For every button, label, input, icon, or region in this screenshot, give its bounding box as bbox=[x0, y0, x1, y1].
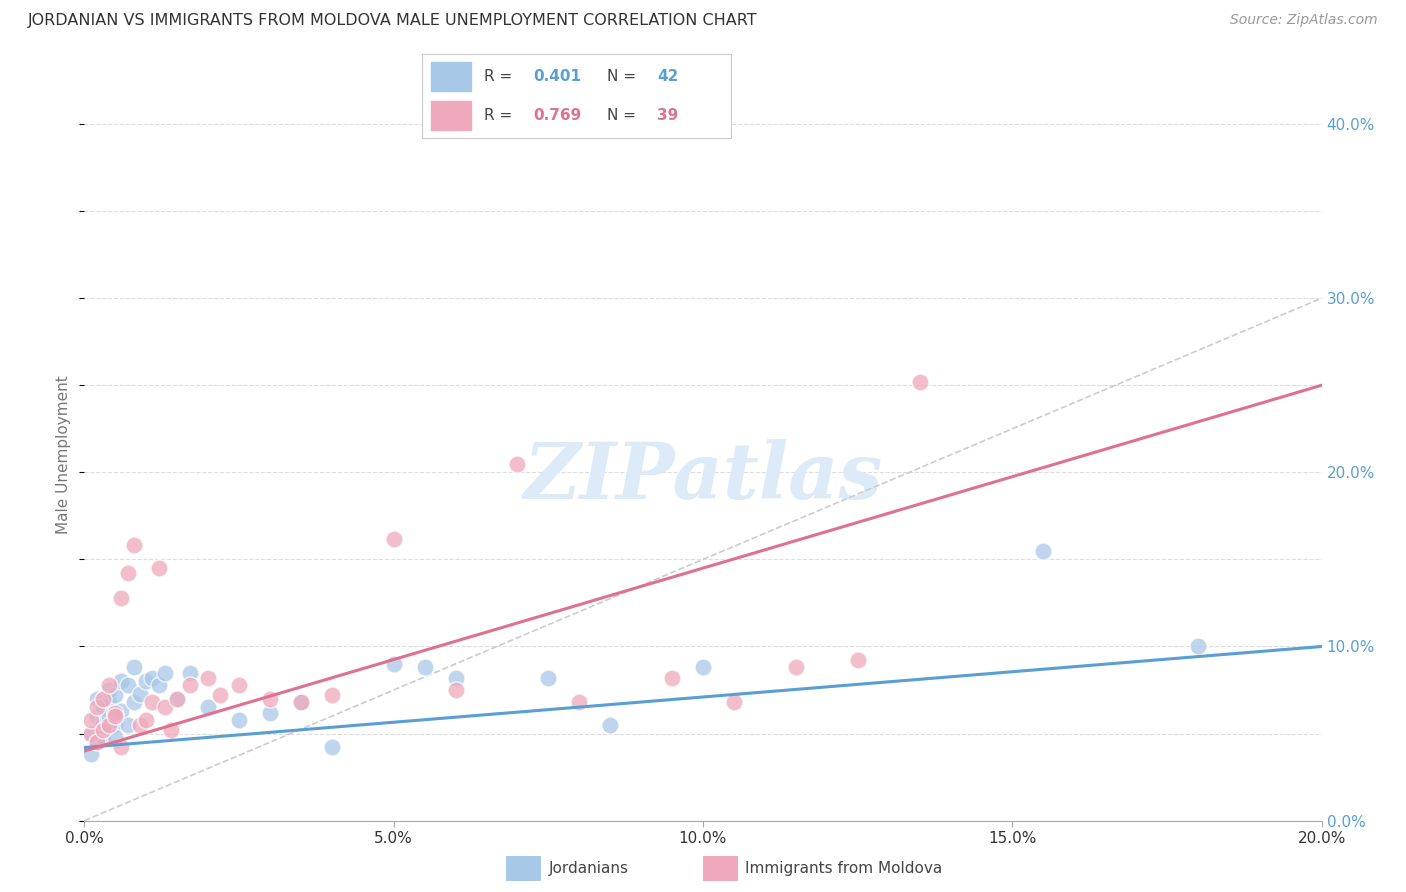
Text: 0.769: 0.769 bbox=[533, 108, 582, 123]
Point bbox=[86, 735, 108, 749]
Point bbox=[104, 706, 127, 720]
Bar bbox=[432, 101, 471, 130]
Point bbox=[91, 691, 114, 706]
Point bbox=[86, 735, 108, 749]
Point bbox=[444, 671, 467, 685]
Point bbox=[908, 375, 931, 389]
Point bbox=[135, 674, 157, 689]
Point bbox=[86, 709, 108, 723]
Point bbox=[197, 700, 219, 714]
Point bbox=[321, 740, 343, 755]
Point bbox=[129, 686, 152, 700]
Point bbox=[382, 532, 405, 546]
Point bbox=[148, 678, 170, 692]
Point bbox=[117, 718, 139, 732]
Text: N =: N = bbox=[607, 108, 641, 123]
Point bbox=[321, 688, 343, 702]
Point bbox=[135, 713, 157, 727]
Point bbox=[79, 747, 101, 762]
Point bbox=[98, 709, 121, 723]
Point bbox=[110, 740, 132, 755]
Text: R =: R = bbox=[484, 108, 517, 123]
Text: Jordanians: Jordanians bbox=[548, 862, 628, 876]
Point bbox=[568, 695, 591, 709]
Point bbox=[846, 653, 869, 667]
Point bbox=[785, 660, 807, 674]
Point bbox=[259, 706, 281, 720]
Point bbox=[110, 704, 132, 718]
Point bbox=[506, 457, 529, 471]
Point bbox=[110, 674, 132, 689]
Point bbox=[1032, 543, 1054, 558]
Point bbox=[382, 657, 405, 671]
Point bbox=[209, 688, 232, 702]
Point bbox=[98, 718, 121, 732]
Point bbox=[122, 539, 145, 553]
Point bbox=[228, 713, 250, 727]
Text: 39: 39 bbox=[657, 108, 678, 123]
Text: N =: N = bbox=[607, 69, 641, 84]
Point bbox=[148, 561, 170, 575]
Point bbox=[91, 713, 114, 727]
Point bbox=[661, 671, 683, 685]
Point bbox=[166, 691, 188, 706]
Point bbox=[259, 691, 281, 706]
Text: 0.401: 0.401 bbox=[533, 69, 581, 84]
Point bbox=[110, 591, 132, 605]
Point bbox=[91, 723, 114, 737]
Point bbox=[141, 695, 163, 709]
Text: JORDANIAN VS IMMIGRANTS FROM MOLDOVA MALE UNEMPLOYMENT CORRELATION CHART: JORDANIAN VS IMMIGRANTS FROM MOLDOVA MAL… bbox=[28, 13, 758, 29]
Y-axis label: Male Unemployment: Male Unemployment bbox=[56, 376, 72, 534]
Point bbox=[179, 678, 201, 692]
Point bbox=[91, 718, 114, 732]
Point bbox=[599, 718, 621, 732]
Point bbox=[117, 566, 139, 581]
Point bbox=[160, 723, 183, 737]
Point bbox=[129, 718, 152, 732]
Text: Source: ZipAtlas.com: Source: ZipAtlas.com bbox=[1230, 13, 1378, 28]
Bar bbox=[432, 62, 471, 91]
Point bbox=[91, 730, 114, 744]
Point bbox=[122, 695, 145, 709]
Point bbox=[117, 678, 139, 692]
Point bbox=[104, 718, 127, 732]
Point bbox=[79, 713, 101, 727]
Text: 42: 42 bbox=[657, 69, 678, 84]
Point bbox=[692, 660, 714, 674]
Point bbox=[290, 695, 312, 709]
Point bbox=[86, 700, 108, 714]
Point bbox=[1187, 640, 1209, 654]
Point bbox=[290, 695, 312, 709]
Point bbox=[98, 695, 121, 709]
Point bbox=[166, 691, 188, 706]
Point bbox=[98, 683, 121, 698]
Point bbox=[141, 671, 163, 685]
Point bbox=[104, 688, 127, 702]
Point bbox=[413, 660, 436, 674]
Point bbox=[122, 660, 145, 674]
Point bbox=[104, 706, 127, 720]
Point bbox=[444, 683, 467, 698]
Point bbox=[86, 691, 108, 706]
Point bbox=[153, 665, 176, 680]
Point bbox=[228, 678, 250, 692]
Point bbox=[104, 709, 127, 723]
Point bbox=[98, 678, 121, 692]
Text: ZIPatlas: ZIPatlas bbox=[523, 439, 883, 515]
Point bbox=[723, 695, 745, 709]
Point bbox=[179, 665, 201, 680]
Point bbox=[91, 700, 114, 714]
Text: Immigrants from Moldova: Immigrants from Moldova bbox=[745, 862, 942, 876]
Point bbox=[197, 671, 219, 685]
Point bbox=[104, 730, 127, 744]
Point bbox=[537, 671, 560, 685]
Text: R =: R = bbox=[484, 69, 517, 84]
Point bbox=[79, 726, 101, 740]
Point bbox=[79, 726, 101, 740]
Point bbox=[153, 700, 176, 714]
